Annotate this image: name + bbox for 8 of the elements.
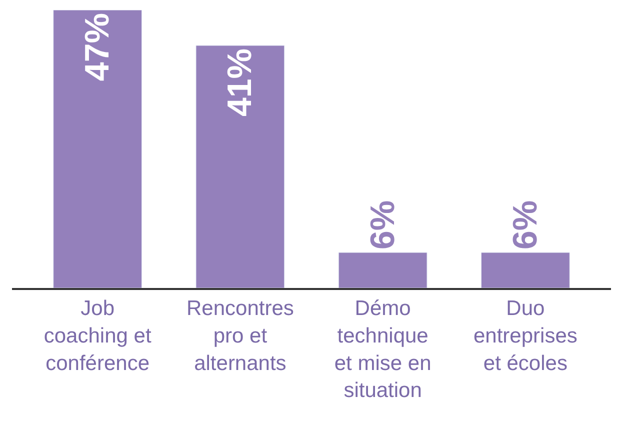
x-tick-label: Rencontres pro et alternants: [186, 297, 294, 375]
data-label: 6%: [506, 200, 544, 250]
data-label: 47%: [78, 13, 117, 82]
data-label: 6%: [364, 200, 402, 250]
x-tick-label: Job coaching et conférence: [44, 297, 152, 375]
data-label: 41%: [221, 48, 260, 117]
x-tick-label: Duo entreprises et écoles: [473, 297, 578, 375]
x-tick-label: Démo technique et mise en situation: [334, 297, 432, 402]
